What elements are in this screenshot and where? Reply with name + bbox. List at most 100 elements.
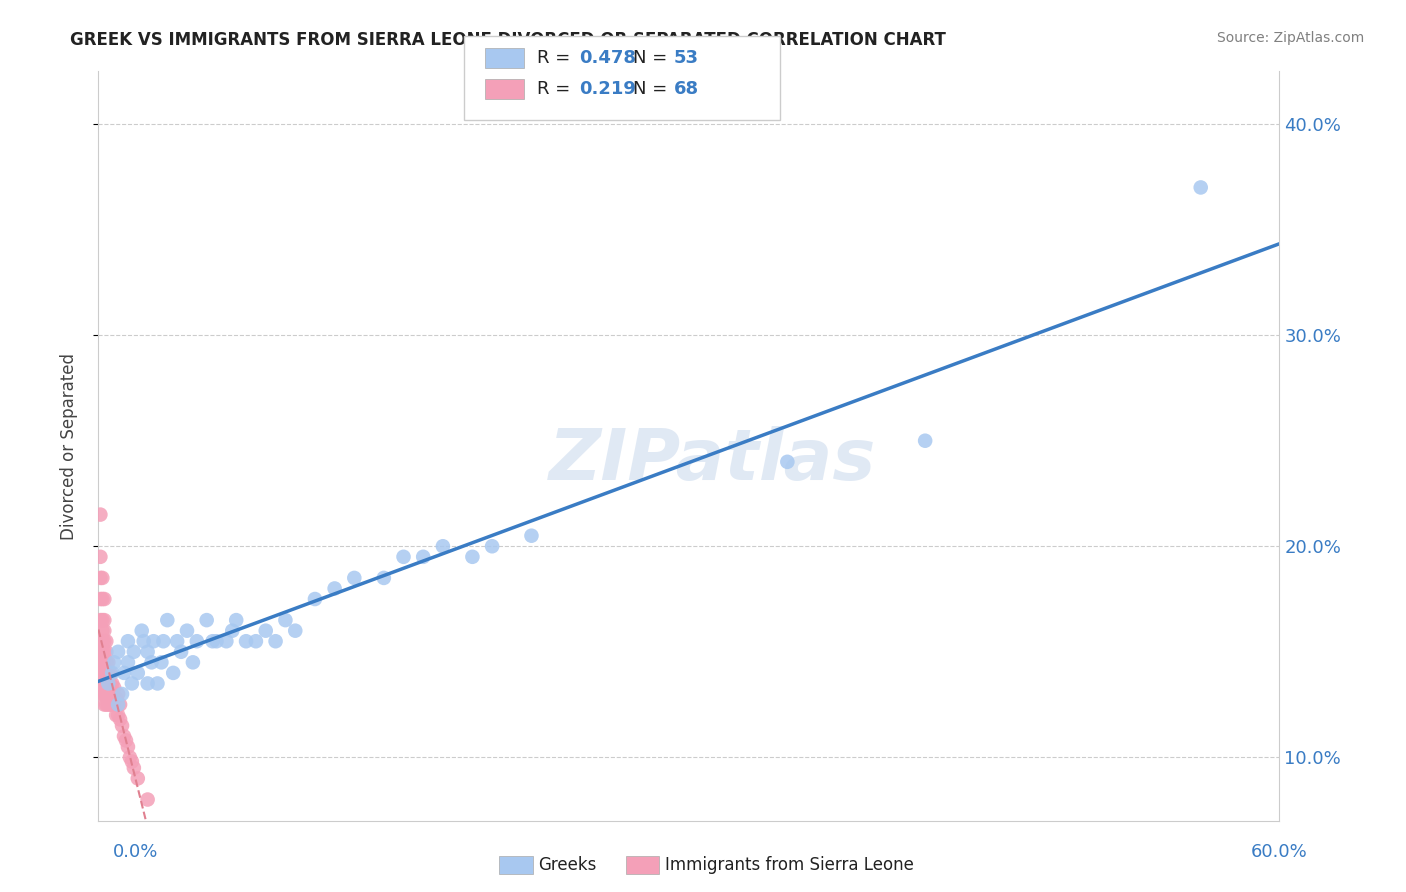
Point [89,592,111,607]
Point [215,634,238,648]
Point [121,676,143,690]
Text: R =: R = [537,49,576,67]
Point [89,645,111,659]
Point [115,733,138,747]
Point [235,634,257,648]
Point [101,698,124,712]
Point [461,549,484,564]
Point [91,645,114,659]
Point [776,455,799,469]
Point [91,656,114,670]
Point [343,571,366,585]
Point [156,613,179,627]
Point [101,676,124,690]
Point [89,656,111,670]
Point [373,571,395,585]
Point [91,634,114,648]
Point [97,687,120,701]
Text: 0.478: 0.478 [579,49,637,67]
Point [112,729,135,743]
Point [432,539,454,553]
Point [245,634,267,648]
Point [112,665,135,680]
Text: 0.219: 0.219 [579,80,636,98]
Point [97,698,120,712]
Point [91,613,114,627]
Point [392,549,415,564]
Point [304,592,326,607]
Text: N =: N = [633,49,672,67]
Point [166,634,188,648]
Point [98,687,121,701]
Text: 68: 68 [673,80,699,98]
Point [107,708,129,723]
Point [117,739,139,754]
Point [93,634,115,648]
Point [142,634,165,648]
Point [221,624,243,638]
Point [93,665,115,680]
Point [107,698,129,712]
Point [96,645,118,659]
Point [101,665,124,680]
Point [520,529,543,543]
Point [205,634,228,648]
Point [89,634,111,648]
Point [264,634,287,648]
Point [97,676,120,690]
Text: 53: 53 [673,49,699,67]
Text: Source: ZipAtlas.com: Source: ZipAtlas.com [1216,31,1364,45]
Point [91,592,114,607]
Point [89,571,111,585]
Point [93,624,115,638]
Point [122,645,145,659]
Point [91,676,114,690]
Point [481,539,503,553]
Point [914,434,936,448]
Point [132,634,155,648]
Point [136,645,159,659]
Point [117,634,139,648]
Point [162,665,184,680]
Point [89,613,111,627]
Point [274,613,297,627]
Point [107,698,129,712]
Point [93,613,115,627]
Point [91,665,114,680]
Point [1189,180,1212,194]
Point [105,708,128,723]
Point [93,676,115,690]
Point [98,676,121,690]
Text: Greeks: Greeks [538,856,598,874]
Point [127,665,149,680]
Point [186,634,208,648]
Point [117,656,139,670]
Point [89,665,111,680]
Point [101,687,124,701]
Point [111,719,134,733]
Point [136,792,159,806]
Point [93,656,115,670]
Point [96,687,118,701]
Point [284,624,307,638]
Point [111,687,134,701]
Point [254,624,277,638]
Point [118,750,141,764]
Point [91,687,114,701]
Point [91,624,114,638]
Point [93,592,115,607]
Point [107,687,129,701]
Point [181,656,204,670]
Point [98,698,121,712]
Point [96,676,118,690]
Text: Immigrants from Sierra Leone: Immigrants from Sierra Leone [665,856,914,874]
Point [141,656,163,670]
Point [152,634,174,648]
Point [150,656,173,670]
Point [146,676,169,690]
Text: 0.0%: 0.0% [112,843,157,861]
Point [170,645,193,659]
Y-axis label: Divorced or Separated: Divorced or Separated [59,352,77,540]
Point [136,676,159,690]
Point [201,634,224,648]
